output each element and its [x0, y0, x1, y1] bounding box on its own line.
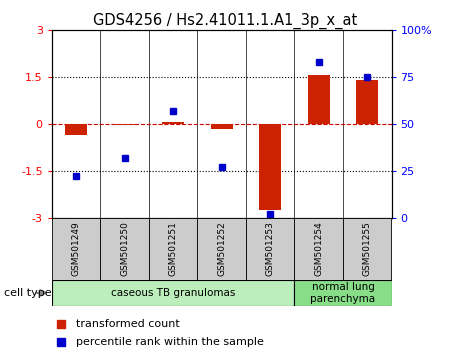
Bar	[198, 218, 246, 280]
Bar	[114, 124, 135, 125]
Bar	[294, 280, 392, 306]
Text: GDS4256 / Hs2.41011.1.A1_3p_x_at: GDS4256 / Hs2.41011.1.A1_3p_x_at	[93, 12, 357, 29]
Bar	[162, 122, 184, 124]
Bar	[100, 218, 149, 280]
Bar	[65, 124, 87, 135]
Bar	[356, 80, 378, 124]
Bar	[294, 218, 343, 280]
Text: GSM501251: GSM501251	[169, 221, 178, 276]
Bar	[246, 218, 294, 280]
Bar	[211, 124, 233, 129]
Text: percentile rank within the sample: percentile rank within the sample	[76, 337, 264, 347]
Bar	[52, 218, 100, 280]
Text: normal lung
parenchyma: normal lung parenchyma	[310, 282, 376, 304]
Text: GSM501252: GSM501252	[217, 221, 226, 276]
Text: GSM501254: GSM501254	[314, 221, 323, 276]
Text: GSM501249: GSM501249	[72, 221, 81, 276]
Text: GSM501250: GSM501250	[120, 221, 129, 276]
Bar	[149, 218, 198, 280]
Bar	[52, 280, 294, 306]
Bar	[259, 124, 281, 210]
Text: cell type: cell type	[4, 288, 52, 298]
Text: GSM501253: GSM501253	[266, 221, 274, 276]
Text: transformed count: transformed count	[76, 319, 180, 329]
Text: GSM501255: GSM501255	[363, 221, 372, 276]
Text: caseous TB granulomas: caseous TB granulomas	[111, 288, 235, 298]
Bar	[308, 75, 329, 124]
Bar	[343, 218, 392, 280]
